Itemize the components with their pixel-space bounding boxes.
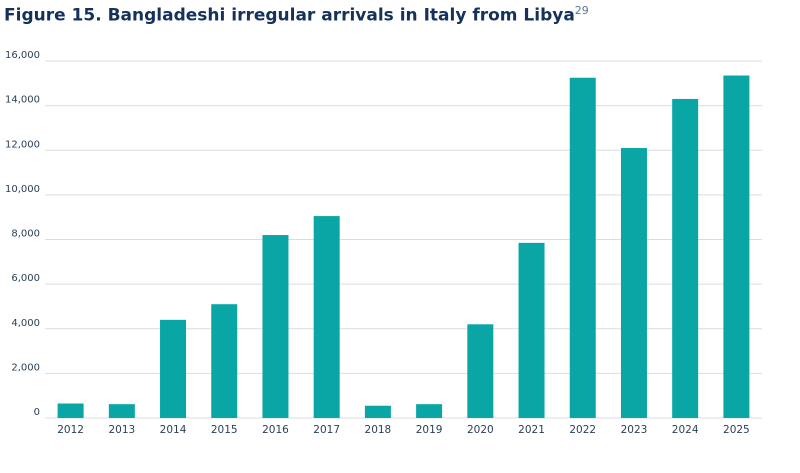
x-tick-label: 2012 (57, 424, 84, 436)
y-tick-label: 0 (34, 407, 40, 418)
chart-title: Figure 15. Bangladeshi irregular arrival… (4, 4, 589, 26)
bars (57, 75, 750, 419)
bar-2025 (723, 75, 750, 419)
x-tick-label: 2021 (518, 424, 545, 436)
x-tick-label: 2022 (569, 424, 596, 436)
bar-2014 (160, 319, 187, 418)
y-tick-label: 16,000 (5, 50, 40, 61)
y-tick-label: 12,000 (5, 139, 40, 150)
bar-2018 (364, 405, 391, 418)
x-tick-label: 2016 (262, 424, 289, 436)
y-tick-label: 2,000 (11, 362, 40, 373)
y-tick-label: 14,000 (5, 95, 40, 106)
x-tick-label: 2025 (723, 424, 750, 436)
x-tick-label: 2013 (108, 424, 135, 436)
y-tick-label: 8,000 (11, 229, 40, 240)
bar-2016 (262, 235, 289, 418)
bar-2021 (518, 242, 545, 418)
chart-title-text: Figure 15. Bangladeshi irregular arrival… (4, 5, 575, 26)
x-tick-label: 2019 (416, 424, 443, 436)
y-axis-ticks: 0 2,000 4,000 6,000 8,000 10,000 12,000 14,000 1… (5, 50, 40, 418)
bar-2017 (313, 216, 340, 418)
y-tick-label: 4,000 (11, 318, 40, 329)
bar-2015 (211, 304, 238, 418)
x-axis-ticks: 2012 2013 2014 2015 2016 2017 2018 2019 2020 2021… (57, 424, 750, 436)
gridlines (45, 60, 762, 419)
title-footnote-marker: 29 (574, 4, 589, 17)
x-tick-label: 2023 (621, 424, 648, 436)
x-tick-label: 2020 (467, 424, 494, 436)
y-tick-label: 10,000 (5, 184, 40, 195)
bar-2024 (672, 98, 699, 419)
bar-2022 (569, 77, 596, 418)
bar-2020 (467, 324, 494, 418)
y-tick-label: 6,000 (11, 273, 40, 284)
bar-2019 (416, 404, 443, 418)
x-tick-label: 2014 (160, 424, 187, 436)
x-tick-label: 2018 (365, 424, 392, 436)
bar-2012 (57, 403, 84, 418)
bar-2023 (620, 148, 647, 419)
x-tick-label: 2017 (313, 424, 340, 436)
x-tick-label: 2024 (672, 424, 699, 436)
bar-2013 (108, 404, 135, 418)
x-tick-label: 2015 (211, 424, 238, 436)
